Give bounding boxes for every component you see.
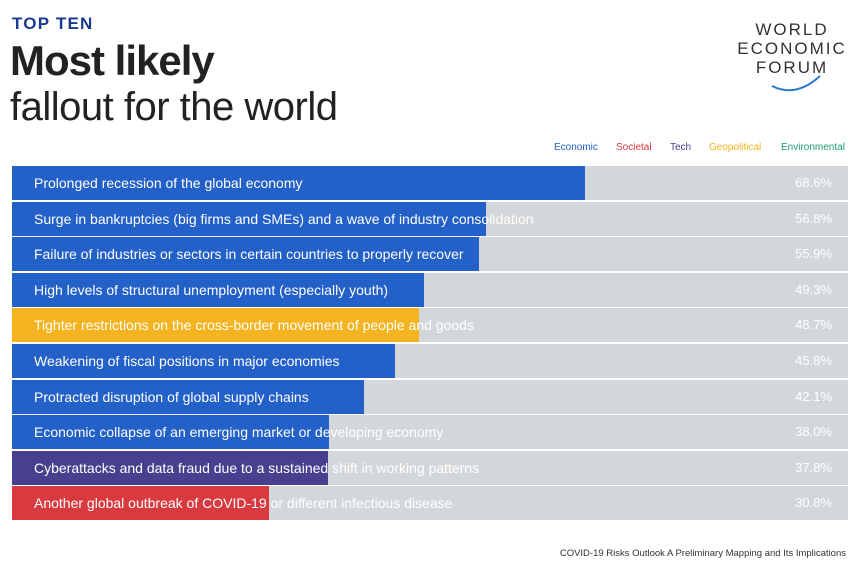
source-note: COVID-19 Risks Outlook A Preliminary Map… [559, 548, 846, 559]
bar [12, 308, 419, 343]
bar [12, 166, 585, 200]
bar-row: Failure of industries or sectors in cert… [12, 237, 848, 272]
logo-line-2: ECONOMIC [737, 39, 847, 58]
bar-label: Protracted disruption of global supply c… [34, 388, 309, 405]
bar-chart: Prolonged recession of the global econom… [12, 166, 848, 521]
bar [12, 237, 479, 272]
bar-value: 49.3% [795, 281, 832, 297]
bar-row: Weakening of fiscal positions in major e… [12, 344, 848, 378]
bar [12, 486, 270, 521]
bar [12, 201, 487, 236]
logo-line-1: WORLD [755, 20, 829, 39]
bar-label: Tighter restrictions on the cross-border… [34, 317, 474, 334]
bar-label: Failure of industries or sectors in cert… [34, 246, 464, 263]
legend-environmental: Environmental [781, 142, 845, 153]
legend-societal: Societal [616, 142, 652, 153]
bar-row: High levels of structural unemployment (… [12, 272, 848, 307]
bar-row: Surge in bankruptcies (big firms and SME… [12, 201, 848, 236]
wef-logo: WORLD ECONOMIC FORUM [736, 20, 848, 92]
bar-value: 56.8% [795, 210, 832, 226]
bar-label: Prolonged recession of the global econom… [34, 175, 303, 191]
bar-value: 45.8% [795, 353, 832, 368]
bar [12, 415, 330, 450]
bar [12, 379, 364, 414]
chart-legend: Economic Societal Tech Geopolitical Envi… [0, 142, 848, 156]
bar-row: Another global outbreak of COVID-19 or d… [12, 486, 848, 521]
bar-value: 37.8% [795, 459, 832, 475]
bar-label: Another global outbreak of COVID-19 or d… [34, 495, 453, 512]
bar-value: 68.6% [795, 175, 832, 190]
bar-value: 55.9% [795, 246, 832, 262]
logo-arc-icon [771, 75, 821, 92]
bar-label: Cyberattacks and data fraud due to a sus… [34, 459, 480, 476]
legend-economic: Economic [554, 142, 598, 153]
chart-subtitle: fallout for the world [10, 85, 338, 129]
bar-label: Weakening of fiscal positions in major e… [34, 353, 340, 369]
bar-label: Economic collapse of an emerging market … [34, 424, 444, 441]
chart-title: Most likely [10, 37, 215, 84]
bar-value: 30.8% [795, 495, 832, 511]
logo-line-3: FORUM [755, 58, 829, 77]
legend-tech: Tech [670, 142, 692, 153]
bar-label: Surge in bankruptcies (big firms and SME… [34, 210, 534, 227]
bar-row: Tighter restrictions on the cross-border… [12, 308, 848, 343]
bar-value: 38.0% [795, 424, 832, 440]
bar [12, 272, 424, 307]
bar [12, 344, 395, 378]
bar-row: Cyberattacks and data fraud due to a sus… [12, 450, 848, 485]
bar [12, 450, 328, 485]
bar-row: Economic collapse of an emerging market … [12, 415, 848, 450]
bar-row: Prolonged recession of the global econom… [12, 166, 848, 200]
bar-value: 48.7% [795, 317, 832, 333]
bar-value: 42.1% [795, 388, 832, 404]
kicker-label: TOP TEN [12, 14, 94, 33]
legend-geopolitical: Geopolitical [709, 142, 762, 153]
bar-row: Protracted disruption of global supply c… [12, 379, 848, 414]
bar-label: High levels of structural unemployment (… [34, 281, 389, 298]
